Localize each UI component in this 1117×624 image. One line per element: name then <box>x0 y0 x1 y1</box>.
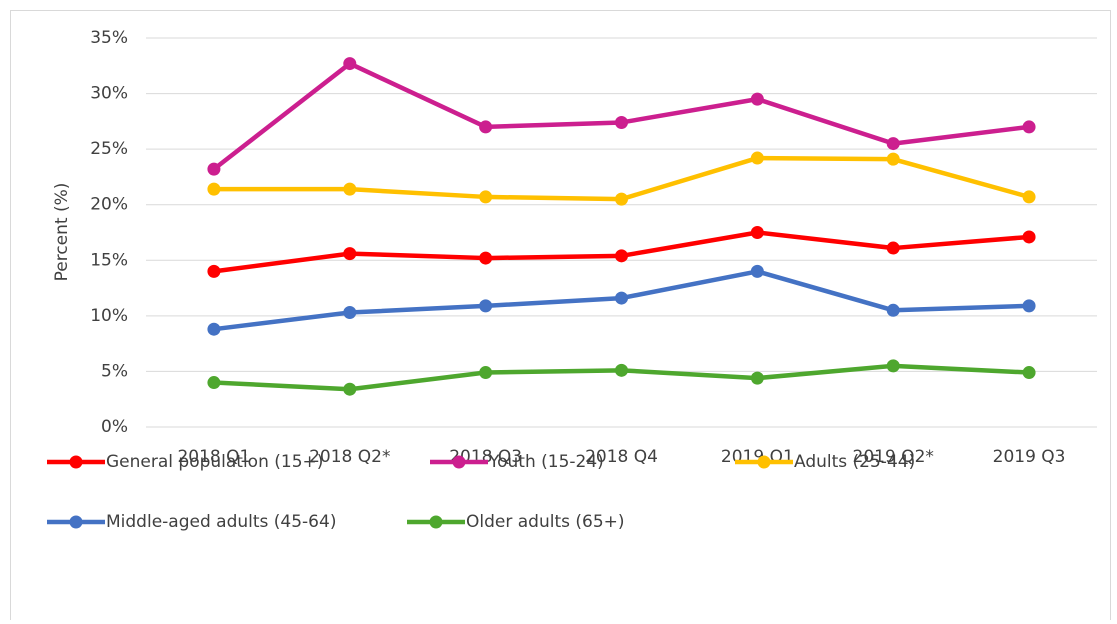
series-marker <box>207 322 221 336</box>
legend-marker <box>757 455 771 469</box>
series-marker <box>615 249 628 263</box>
legend-label: General population (15+) <box>106 452 323 472</box>
legend-label: Youth (15-24) <box>488 452 604 472</box>
series-marker <box>343 382 357 396</box>
series-marker <box>207 376 221 390</box>
x-tick-label: 2019 Q2* <box>853 447 934 467</box>
series-marker <box>886 241 900 255</box>
series-marker <box>750 264 764 278</box>
y-tick-label: 15% <box>90 250 128 270</box>
series-marker <box>1022 120 1036 134</box>
series-marker <box>615 363 628 377</box>
series-marker <box>886 152 900 166</box>
series-marker <box>343 182 357 196</box>
x-tick-label: 2018 Q4 <box>585 447 658 467</box>
series-marker <box>479 120 493 134</box>
legend-label: Adults (25-44) <box>794 452 915 472</box>
series-marker <box>343 247 357 261</box>
series-marker <box>615 291 628 305</box>
legend-label: Middle-aged adults (45-64) <box>106 512 336 532</box>
series-marker <box>343 57 357 71</box>
legend-marker <box>429 515 443 529</box>
series-marker <box>886 303 900 317</box>
series-marker <box>615 115 628 129</box>
series-marker <box>479 299 493 313</box>
series-marker <box>1022 190 1036 204</box>
y-tick-label: 30% <box>90 84 128 104</box>
series-marker <box>886 359 900 373</box>
y-tick-label: 0% <box>101 417 128 437</box>
y-tick-label: 5% <box>101 361 128 381</box>
series-marker <box>750 371 764 385</box>
series-marker <box>479 366 493 380</box>
series-marker <box>1022 299 1036 313</box>
y-tick-label: 10% <box>90 306 128 326</box>
series-marker <box>1022 230 1036 244</box>
series-marker <box>615 192 628 206</box>
y-tick-label: 20% <box>90 195 128 215</box>
series-marker <box>207 264 221 278</box>
series-marker <box>750 151 764 165</box>
series-marker <box>750 226 764 239</box>
series-marker <box>1022 366 1036 380</box>
series-marker <box>207 162 221 176</box>
chart-border <box>10 10 1111 624</box>
series-marker <box>886 137 900 151</box>
series-marker <box>479 190 493 204</box>
series-marker <box>207 182 221 196</box>
y-axis-title: Percent (%) <box>52 183 72 282</box>
legend-marker <box>452 455 466 469</box>
legend-marker <box>69 455 83 469</box>
series-marker <box>750 92 764 106</box>
series-marker <box>343 306 357 320</box>
y-tick-label: 25% <box>90 139 128 159</box>
x-tick-label: 2019 Q3 <box>993 447 1066 467</box>
series-marker <box>479 251 493 265</box>
legend-marker <box>69 515 83 529</box>
x-tick-label: 2018 Q2* <box>309 447 390 467</box>
y-tick-label: 35% <box>90 28 128 48</box>
legend-label: Older adults (65+) <box>466 512 625 532</box>
x-tick-label: 2018 Q1 <box>177 447 250 467</box>
